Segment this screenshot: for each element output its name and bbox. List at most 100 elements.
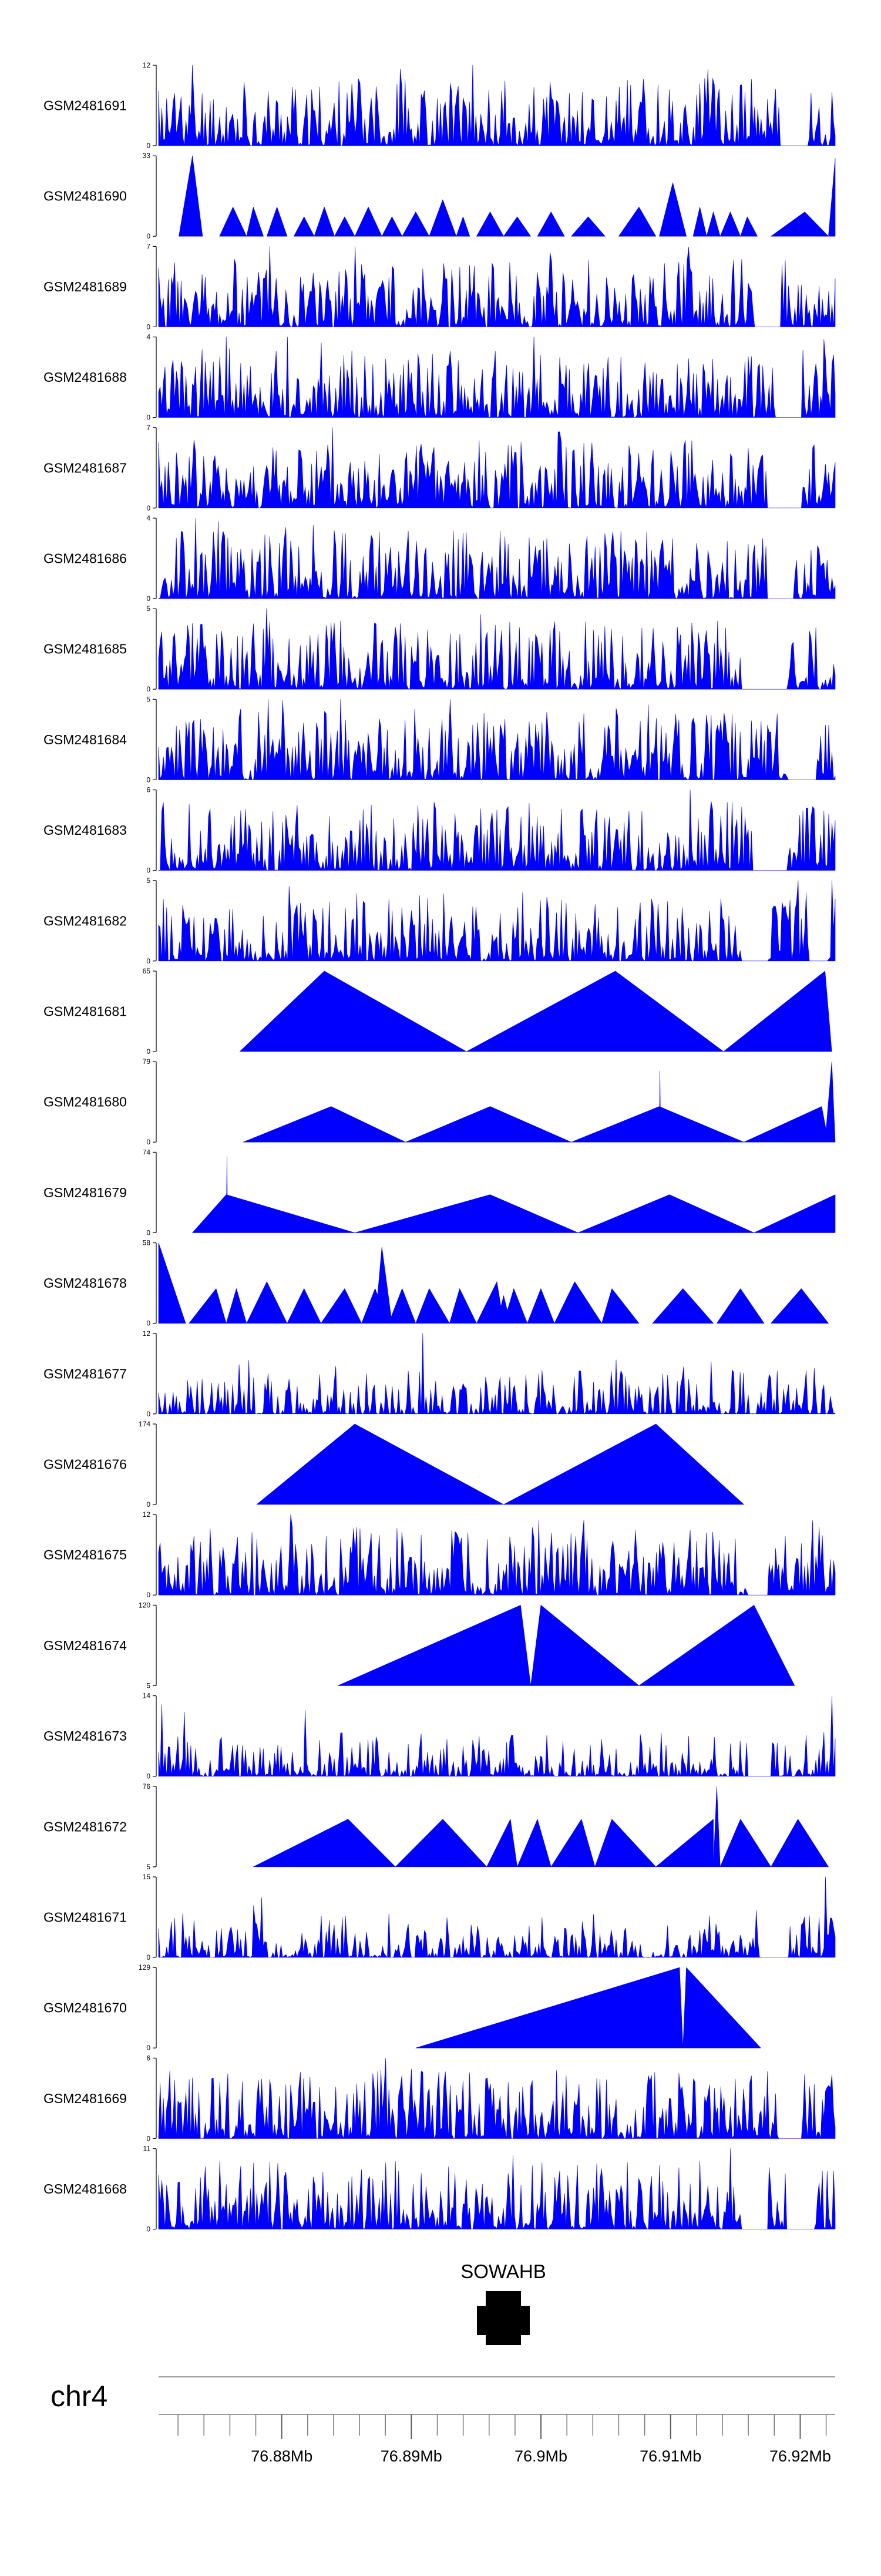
y-max-label: 174 [139, 1420, 150, 1428]
track-GSM2481668: GSM2481668 11 0 [43, 2145, 836, 2234]
track-label: GSM2481668 [43, 2181, 127, 2197]
y-min-label: 5 [146, 1681, 150, 1690]
y-max-label: 74 [143, 1148, 151, 1156]
track-label: GSM2481680 [43, 1094, 127, 1110]
y-min-label: 0 [146, 1047, 150, 1056]
track-GSM2481683: GSM2481683 6 0 [43, 786, 836, 875]
track-GSM2481687: GSM2481687 7 0 [43, 424, 836, 512]
track-label: GSM2481675 [43, 1547, 127, 1563]
gene-label: SOWAHB [460, 2261, 546, 2282]
y-max-label: 120 [139, 1601, 150, 1609]
track-label: GSM2481672 [43, 1819, 127, 1834]
y-max-label: 15 [143, 1873, 151, 1881]
track-label: GSM2481676 [43, 1457, 127, 1472]
y-max-label: 58 [143, 1239, 151, 1247]
genome-tick-label: 76.89Mb [381, 2447, 442, 2465]
y-max-label: 6 [146, 786, 150, 794]
track-label: GSM2481690 [43, 189, 127, 204]
y-max-label: 7 [146, 424, 150, 432]
y-min-label: 0 [146, 2044, 150, 2052]
y-max-label: 6 [146, 2054, 150, 2062]
track-GSM2481674: GSM2481674 120 5 [43, 1601, 795, 1690]
track-GSM2481673: GSM2481673 14 0 [43, 1692, 836, 1781]
signal-area [158, 1514, 836, 1596]
gene-exon [477, 2306, 530, 2335]
signal-area [158, 65, 836, 146]
track-GSM2481689: GSM2481689 7 0 [43, 242, 836, 331]
y-max-label: 5 [146, 604, 150, 613]
y-max-label: 129 [139, 1963, 150, 1972]
track-GSM2481680: GSM2481680 79 0 [43, 1057, 836, 1146]
signal-area [158, 1333, 836, 1415]
y-max-label: 4 [146, 333, 150, 341]
y-max-label: 7 [146, 242, 150, 250]
track-GSM2481685: GSM2481685 5 0 [43, 604, 836, 693]
y-max-label: 79 [143, 1057, 151, 1066]
y-min-label: 0 [146, 1953, 150, 1962]
y-max-label: 76 [143, 1782, 151, 1791]
track-label: GSM2481681 [43, 1004, 127, 1019]
signal-area [158, 518, 836, 599]
track-GSM2481678: GSM2481678 58 0 [43, 1239, 829, 1328]
signal-area [158, 699, 836, 780]
track-label: GSM2481678 [43, 1275, 127, 1291]
signal-area [158, 1242, 829, 1324]
track-GSM2481676: GSM2481676 174 0 [43, 1420, 744, 1509]
y-min-label: 0 [146, 232, 150, 240]
y-min-label: 0 [146, 595, 150, 603]
track-label: GSM2481669 [43, 2091, 127, 2106]
y-min-label: 0 [146, 2134, 150, 2142]
y-min-label: 0 [146, 1772, 150, 1781]
y-min-label: 0 [146, 504, 150, 512]
track-GSM2481681: GSM2481681 65 0 [43, 967, 832, 1056]
track-GSM2481684: GSM2481684 5 0 [43, 695, 836, 784]
y-min-label: 0 [146, 775, 150, 784]
signal-area [253, 1786, 829, 1868]
y-min-label: 5 [146, 1863, 150, 1871]
signal-area [158, 608, 836, 690]
signal-area [158, 790, 836, 871]
y-min-label: 0 [146, 957, 150, 965]
y-max-label: 4 [146, 514, 150, 522]
signal-area [158, 246, 836, 327]
track-label: GSM2481671 [43, 1910, 127, 1925]
track-label: GSM2481691 [43, 98, 127, 113]
y-min-label: 0 [146, 685, 150, 693]
y-min-label: 0 [146, 866, 150, 875]
genome-tick-label: 76.9Mb [515, 2447, 567, 2465]
y-max-label: 14 [143, 1692, 151, 1700]
track-label: GSM2481670 [43, 2000, 127, 2016]
y-min-label: 0 [146, 1228, 150, 1237]
track-label: GSM2481687 [43, 460, 127, 475]
y-min-label: 0 [146, 1591, 150, 1599]
track-label: GSM2481683 [43, 822, 127, 838]
track-label: GSM2481689 [43, 279, 127, 294]
track-label: GSM2481682 [43, 913, 127, 928]
track-GSM2481669: GSM2481669 6 0 [43, 2054, 836, 2142]
track-GSM2481670: GSM2481670 129 0 [43, 1963, 761, 2052]
track-label: GSM2481679 [43, 1185, 127, 1200]
y-min-label: 0 [146, 2225, 150, 2234]
track-label: GSM2481673 [43, 1728, 127, 1744]
track-GSM2481691: GSM2481691 12 0 [43, 61, 836, 150]
signal-area [158, 2058, 836, 2139]
genome-axis: chr4 76.88Mb 76.89Mb 76.9Mb 76.91Mb 76.92Mb [51, 2376, 835, 2465]
signal-area [415, 1967, 761, 2048]
y-min-label: 0 [146, 1410, 150, 1418]
signal-area [192, 1156, 836, 1233]
signal-area [179, 155, 836, 237]
y-max-label: 5 [146, 876, 150, 885]
y-max-label: 5 [146, 695, 150, 703]
gene-annotation: SOWAHB [460, 2261, 546, 2345]
track-GSM2481682: GSM2481682 5 0 [43, 876, 836, 965]
track-GSM2481672: GSM2481672 76 5 [43, 1782, 829, 1871]
genome-tick-label: 76.88Mb [251, 2447, 312, 2465]
signal-area [158, 880, 836, 962]
signal-area [158, 427, 836, 509]
track-label: GSM2481686 [43, 551, 127, 566]
signal-area [243, 1061, 836, 1143]
track-GSM2481686: GSM2481686 4 0 [43, 514, 836, 603]
y-max-label: 12 [143, 1329, 151, 1338]
genome-tick-label: 76.92Mb [769, 2447, 831, 2465]
